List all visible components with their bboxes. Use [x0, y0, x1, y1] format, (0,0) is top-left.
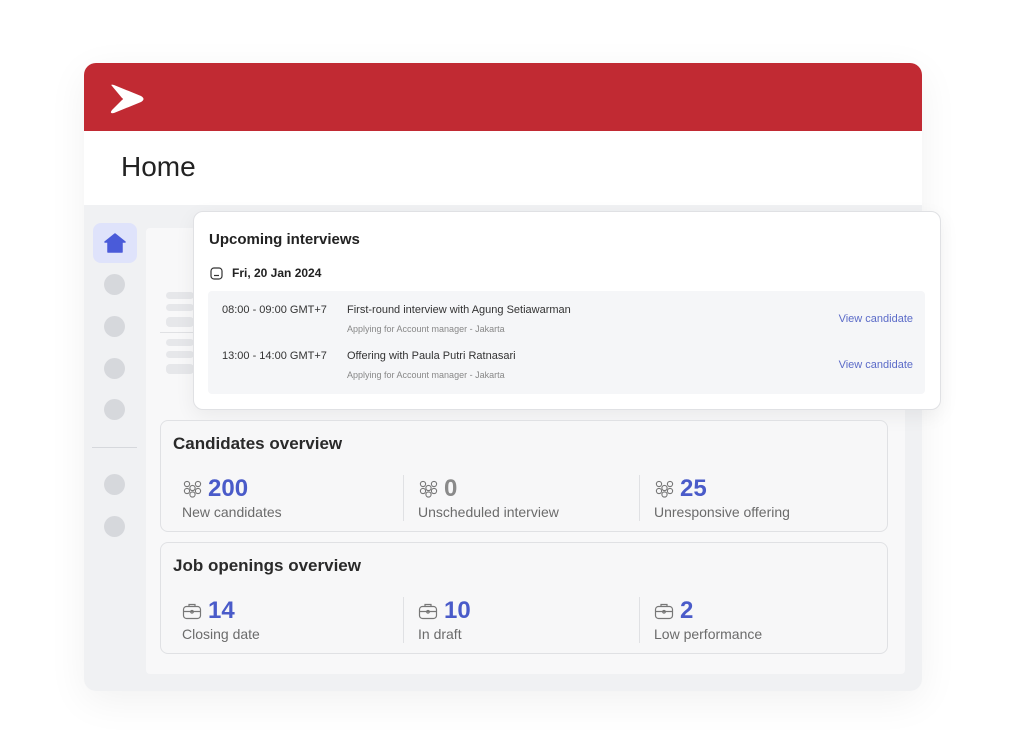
stat-value: 10 — [444, 597, 471, 624]
page-title: Home — [121, 151, 196, 182]
stat-label: New candidates — [182, 504, 282, 520]
skeleton-line — [166, 339, 194, 346]
view-candidate-link[interactable]: View candidate — [838, 313, 913, 325]
divider — [403, 475, 404, 521]
stat-value: 200 — [208, 475, 249, 502]
divider — [639, 475, 640, 521]
skeleton-line — [166, 292, 194, 299]
card-title: Upcoming interviews — [209, 231, 360, 248]
home-icon — [104, 233, 126, 253]
calendar-icon — [210, 266, 223, 280]
logo-icon[interactable] — [108, 83, 146, 115]
stat-closing-date[interactable]: 14 Closing date — [182, 598, 418, 644]
stat-label: Unresponsive offering — [654, 504, 790, 520]
date-header: Fri, 20 Jan 2024 — [210, 266, 321, 280]
skeleton-line — [166, 351, 194, 358]
people-icon — [183, 480, 202, 498]
sidebar-divider — [92, 447, 137, 448]
interview-subtitle: Applying for Account manager - Jakarta — [347, 324, 505, 334]
sidebar-item[interactable] — [104, 474, 125, 495]
stat-label: In draft — [418, 626, 462, 642]
stat-value: 2 — [680, 597, 694, 624]
interview-list: 08:00 - 09:00 GMT+7 First-round intervie… — [208, 291, 925, 394]
sidebar-item[interactable] — [104, 399, 125, 420]
people-icon — [655, 480, 674, 498]
interview-time: 13:00 - 14:00 GMT+7 — [222, 350, 327, 362]
interview-title: First-round interview with Agung Setiawa… — [347, 304, 571, 316]
interview-time: 08:00 - 09:00 GMT+7 — [222, 304, 327, 316]
sidebar-item[interactable] — [104, 316, 125, 337]
interview-title: Offering with Paula Putri Ratnasari — [347, 350, 516, 362]
stat-in-draft[interactable]: 10 In draft — [418, 598, 654, 644]
people-icon — [419, 480, 438, 498]
candidates-overview-card: Candidates overview 200 New candidates 0… — [160, 420, 888, 532]
interview-row: 13:00 - 14:00 GMT+7 Offering with Paula … — [208, 350, 925, 396]
interview-row: 08:00 - 09:00 GMT+7 First-round intervie… — [208, 304, 925, 350]
card-title: Candidates overview — [173, 434, 343, 453]
divider — [403, 597, 404, 643]
stat-label: Low performance — [654, 626, 763, 642]
card-title: Job openings overview — [173, 556, 361, 575]
upcoming-interviews-card: Upcoming interviews Fri, 20 Jan 2024 08:… — [193, 211, 941, 410]
skeleton-line — [166, 364, 194, 374]
sidebar-item-home[interactable] — [93, 223, 137, 263]
stat-new-candidates[interactable]: 200 New candidates — [182, 476, 418, 522]
sidebar-item[interactable] — [104, 274, 125, 295]
interview-subtitle: Applying for Account manager - Jakarta — [347, 370, 505, 380]
stat-label: Closing date — [182, 626, 260, 642]
stat-value: 0 — [444, 475, 458, 502]
briefcase-icon — [418, 603, 438, 620]
skeleton-line — [166, 304, 194, 311]
sidebar-item[interactable] — [104, 358, 125, 379]
interview-date: Fri, 20 Jan 2024 — [232, 266, 322, 280]
stat-unscheduled-interview[interactable]: 0 Unscheduled interview — [418, 476, 654, 522]
view-candidate-link[interactable]: View candidate — [838, 359, 913, 371]
briefcase-icon — [654, 603, 674, 620]
skeleton-divider — [160, 332, 194, 333]
job-openings-overview-card: Job openings overview 14 Closing date 10… — [160, 542, 888, 654]
stat-low-performance[interactable]: 2 Low performance — [654, 598, 890, 644]
top-bar — [84, 63, 922, 131]
stat-unresponsive-offering[interactable]: 25 Unresponsive offering — [654, 476, 890, 522]
stat-label: Unscheduled interview — [418, 504, 559, 520]
stat-value: 25 — [680, 475, 707, 502]
stat-value: 14 — [208, 597, 235, 624]
skeleton-line — [166, 317, 194, 327]
divider — [639, 597, 640, 643]
briefcase-icon — [182, 603, 202, 620]
sidebar-item[interactable] — [104, 516, 125, 537]
